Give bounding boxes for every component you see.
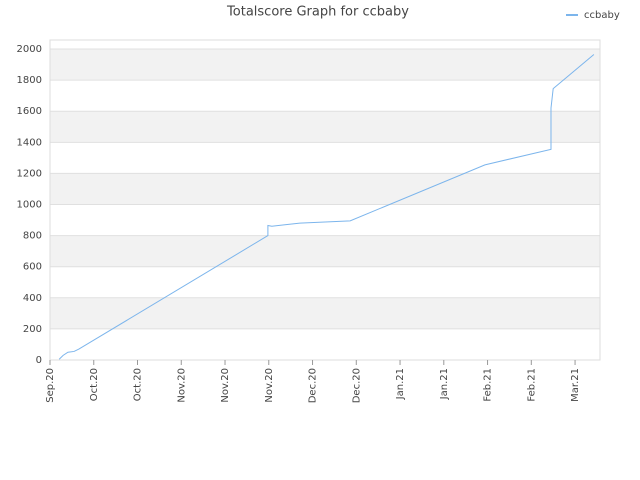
y-tick-label: 0 xyxy=(36,355,42,366)
x-tick-label: Oct.20 xyxy=(89,368,100,401)
x-tick-label: Mar.21 xyxy=(570,368,581,402)
x-tick-label: Sep.20 xyxy=(45,368,56,403)
y-tick-label: 400 xyxy=(23,293,42,304)
y-tick-label: 1000 xyxy=(17,200,42,211)
x-tick-label: Jan.21 xyxy=(439,368,450,400)
legend-label: ccbaby xyxy=(584,10,620,21)
grid-band xyxy=(50,328,600,360)
grid-band xyxy=(50,204,600,236)
x-tick-label: Feb.21 xyxy=(483,368,494,402)
plot-border xyxy=(49,39,601,361)
y-tick-label: 200 xyxy=(23,324,42,335)
x-tick-label: Feb.21 xyxy=(526,368,537,402)
y-tick-label: 1400 xyxy=(17,137,42,148)
x-tick-label: Oct.20 xyxy=(133,368,144,401)
chart-title: Totalscore Graph for ccbaby xyxy=(226,5,409,20)
y-tick-label: 800 xyxy=(23,231,42,242)
y-tick-label: 1800 xyxy=(17,75,42,86)
y-tick-label: 1200 xyxy=(17,168,42,179)
grid-band xyxy=(50,142,600,174)
y-tick-label: 1600 xyxy=(17,106,42,117)
x-tick-label: Nov.20 xyxy=(176,368,187,403)
x-tick-label: Jan.21 xyxy=(395,368,406,400)
grid-band xyxy=(50,266,600,298)
x-tick-label: Dec.20 xyxy=(308,368,319,403)
x-tick-label: Nov.20 xyxy=(264,368,275,403)
x-tick-label: Nov.20 xyxy=(220,368,231,403)
x-tick-label: Dec.20 xyxy=(351,368,362,403)
y-tick-label: 2000 xyxy=(17,44,42,55)
line xyxy=(58,54,595,360)
y-tick-label: 600 xyxy=(23,262,42,273)
grid-band xyxy=(50,80,600,112)
grid-band xyxy=(50,40,600,50)
